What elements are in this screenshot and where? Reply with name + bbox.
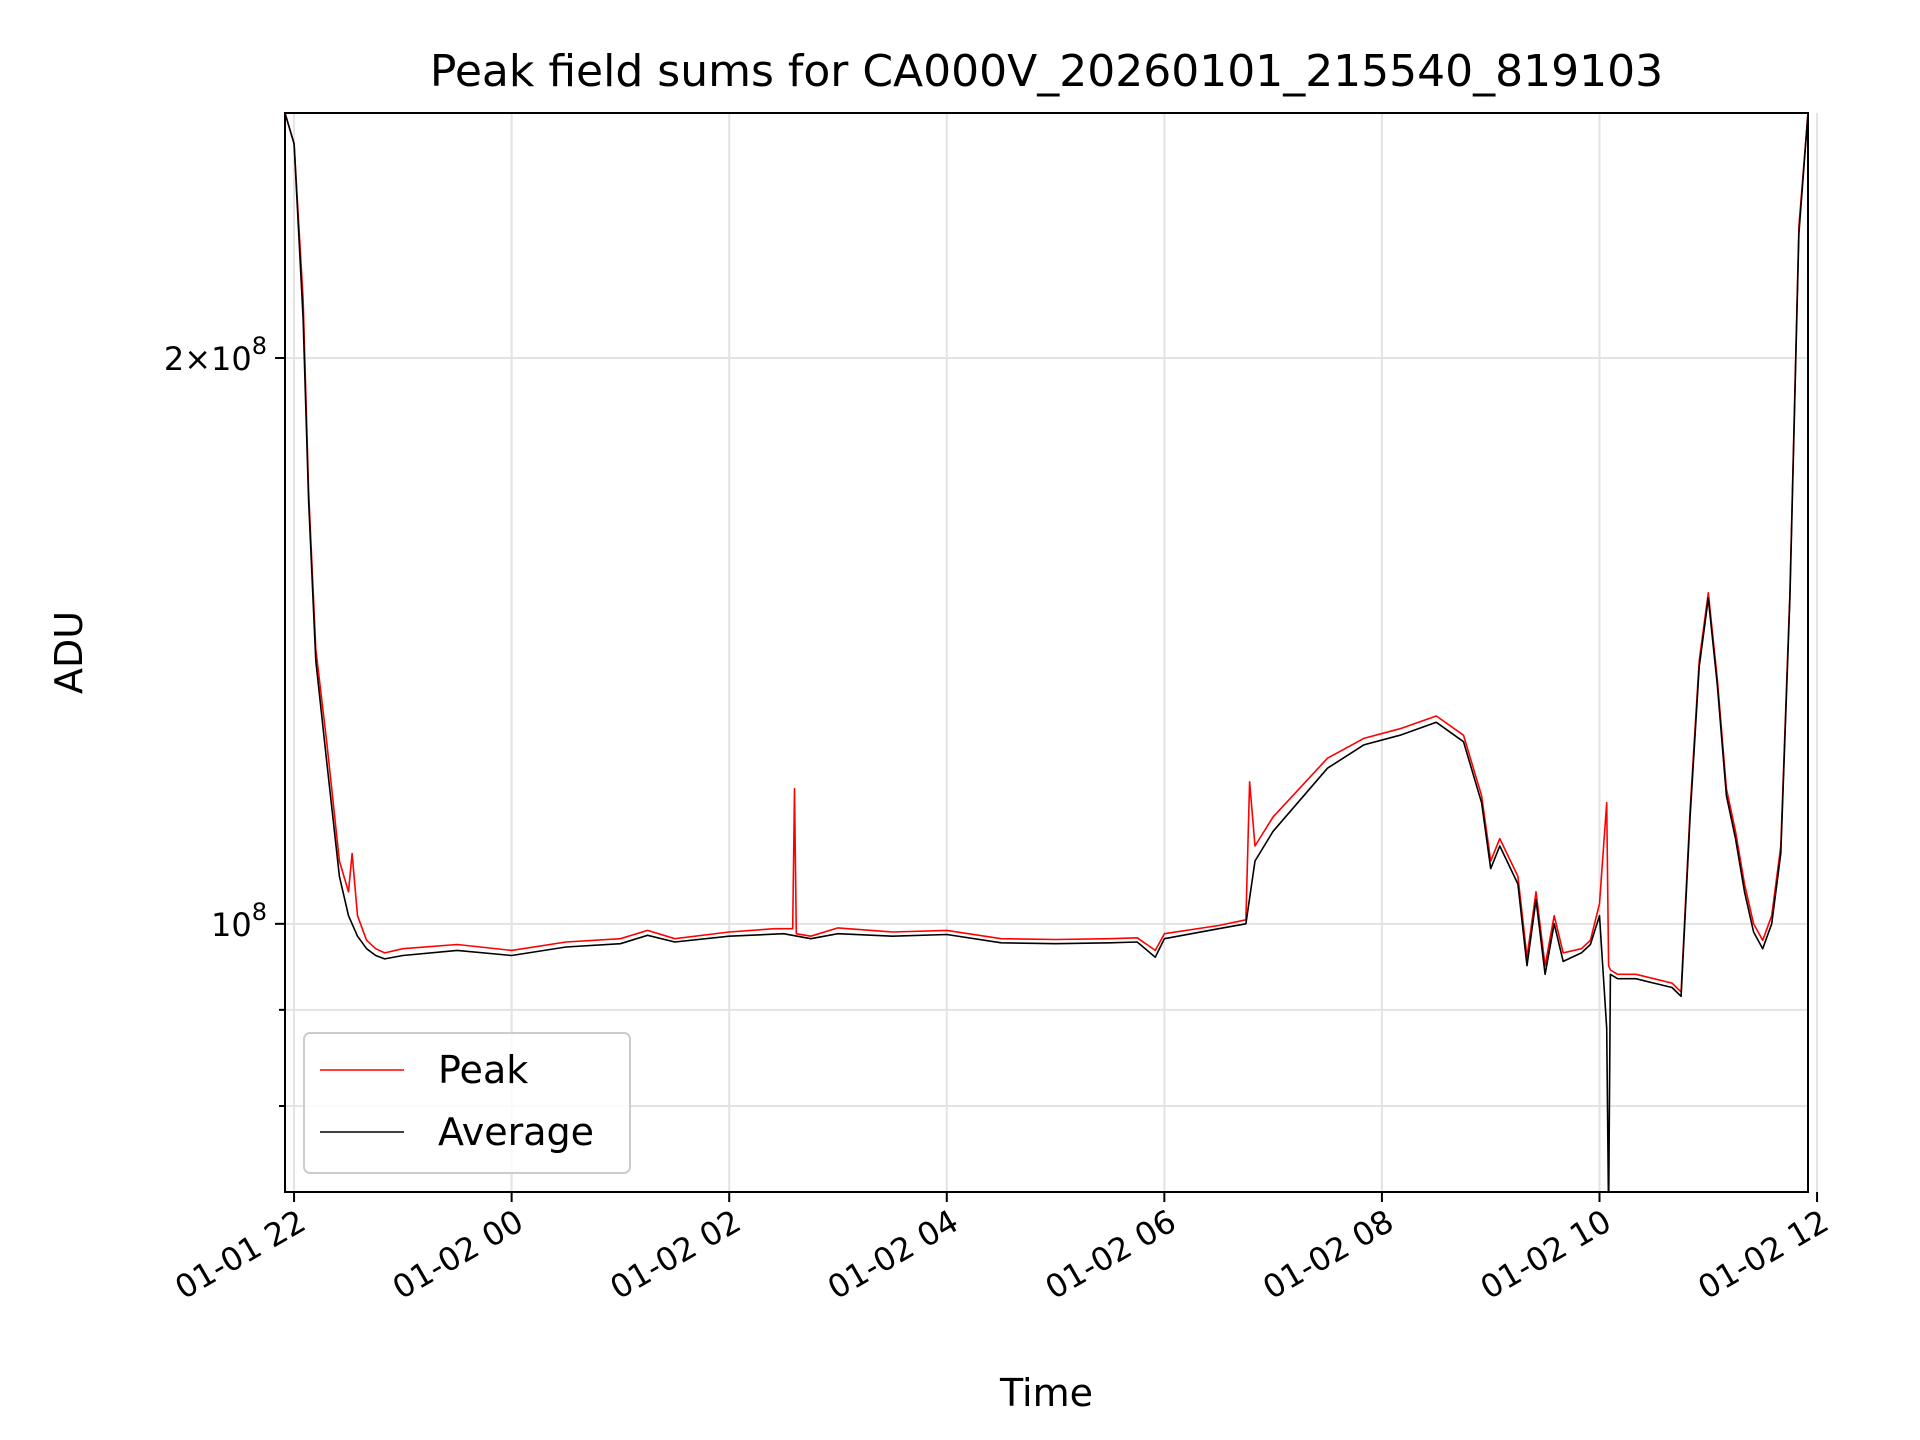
y-axis: 2×108 108 xyxy=(164,332,285,1107)
series-line-average xyxy=(285,113,1808,1192)
y-axis-label: ADU xyxy=(47,611,91,694)
x-axis-label: Time xyxy=(999,1371,1093,1415)
legend-box xyxy=(303,1032,631,1174)
legend-label-average: Average xyxy=(438,1110,594,1154)
y-tick-label: 108 xyxy=(211,898,267,944)
plot-frame xyxy=(284,112,1809,1193)
legend-label-peak: Peak xyxy=(438,1048,528,1092)
series-layer xyxy=(285,113,1808,1192)
legend: Peak Average xyxy=(303,1032,631,1174)
y-tick-label: 2×108 xyxy=(164,332,267,378)
chart-title: Peak field sums for CA000V_20260101_2155… xyxy=(430,46,1663,97)
